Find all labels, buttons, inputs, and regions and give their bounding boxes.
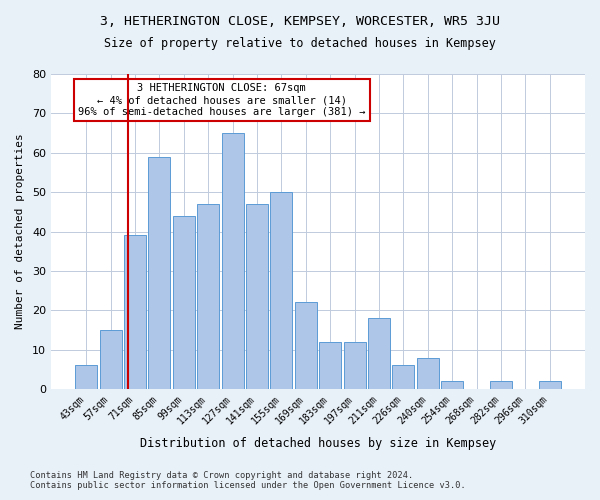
Bar: [221, 133, 244, 389]
Text: Size of property relative to detached houses in Kempsey: Size of property relative to detached ho…: [104, 38, 496, 51]
Text: 3, HETHERINGTON CLOSE, KEMPSEY, WORCESTER, WR5 3JU: 3, HETHERINGTON CLOSE, KEMPSEY, WORCESTE…: [100, 15, 500, 28]
Bar: [295, 302, 317, 389]
X-axis label: Distribution of detached houses by size in Kempsey: Distribution of detached houses by size …: [140, 437, 496, 450]
Text: 3 HETHERINGTON CLOSE: 67sqm
← 4% of detached houses are smaller (14)
96% of semi: 3 HETHERINGTON CLOSE: 67sqm ← 4% of deta…: [78, 84, 365, 116]
Bar: [441, 381, 463, 389]
Y-axis label: Number of detached properties: Number of detached properties: [15, 134, 25, 330]
Bar: [344, 342, 365, 389]
Bar: [173, 216, 195, 389]
Bar: [246, 204, 268, 389]
Bar: [368, 318, 390, 389]
Bar: [100, 330, 122, 389]
Bar: [417, 358, 439, 389]
Bar: [124, 236, 146, 389]
Bar: [392, 366, 415, 389]
Text: Contains HM Land Registry data © Crown copyright and database right 2024.
Contai: Contains HM Land Registry data © Crown c…: [30, 470, 466, 490]
Bar: [490, 381, 512, 389]
Bar: [148, 156, 170, 389]
Bar: [539, 381, 561, 389]
Bar: [271, 192, 292, 389]
Bar: [319, 342, 341, 389]
Bar: [197, 204, 219, 389]
Bar: [75, 366, 97, 389]
